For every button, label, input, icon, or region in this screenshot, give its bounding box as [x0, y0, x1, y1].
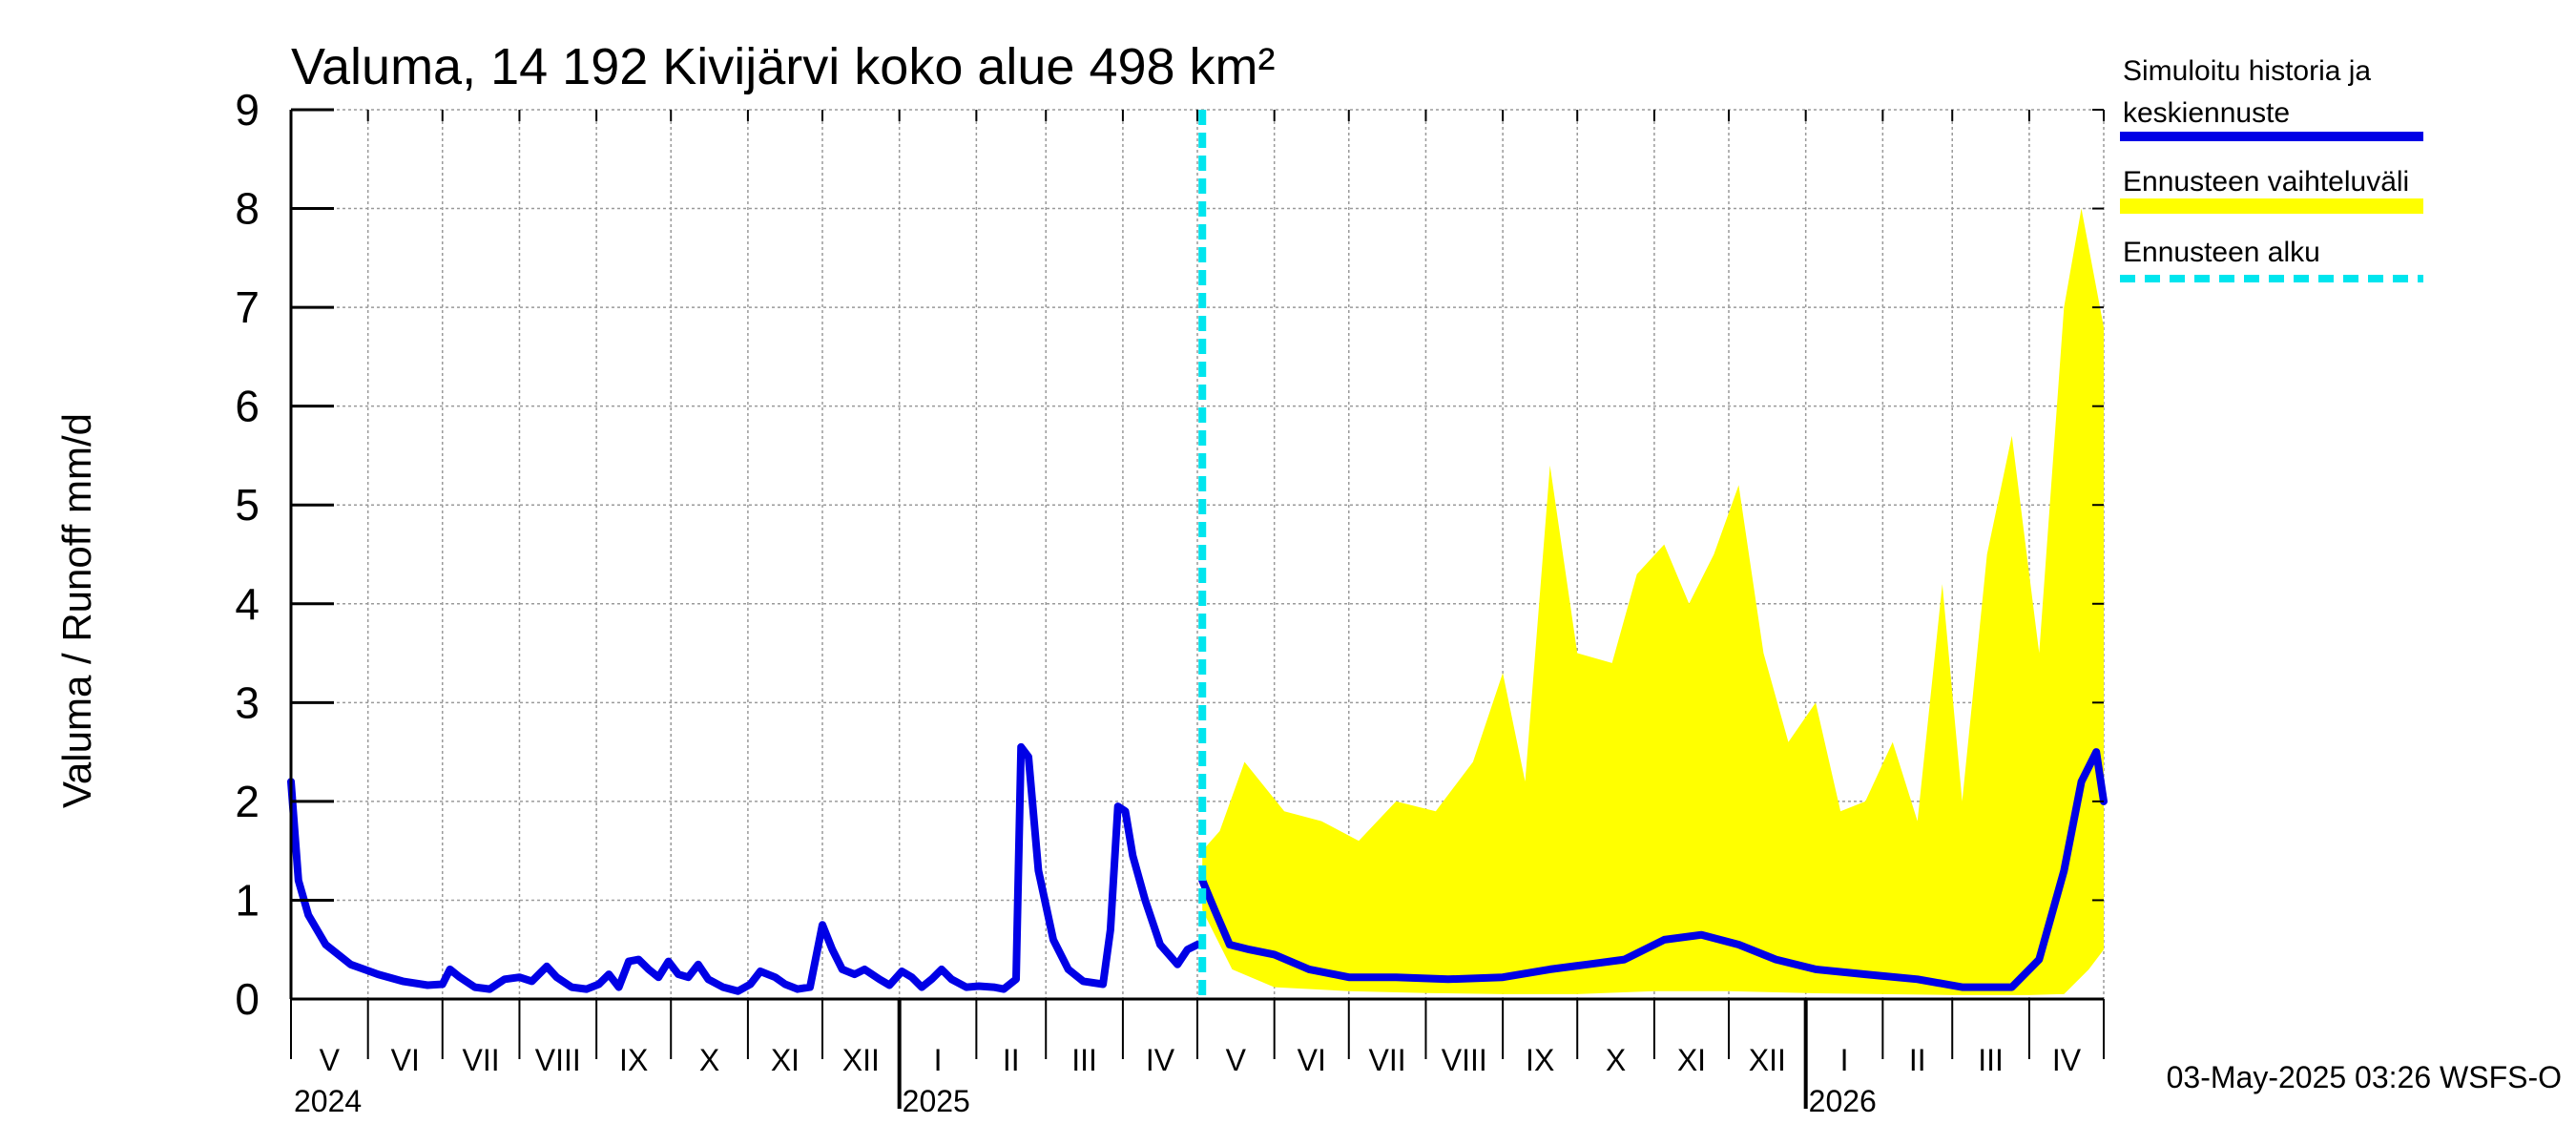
runoff-lines [287, 742, 2108, 995]
month-label: I [1840, 1043, 1849, 1077]
year-label: 2026 [1809, 1084, 1877, 1118]
y-tick-label: 7 [235, 282, 260, 332]
month-label: I [934, 1043, 943, 1077]
axes: V VI VII VIII IX X XI XII I II III IV V VI VII VIII IX X X… [235, 85, 2105, 1118]
mean-forecast-line [1198, 748, 2108, 991]
history-series-line [287, 742, 1201, 995]
month-label: XI [1677, 1043, 1706, 1077]
month-label: XII [1749, 1043, 1786, 1077]
y-tick-label: 8 [235, 184, 260, 234]
forecast-range-area [1202, 208, 2104, 995]
y-tick-label: 6 [235, 382, 260, 431]
month-label: X [1606, 1043, 1626, 1077]
month-label: XI [771, 1043, 800, 1077]
month-label: II [1909, 1043, 1926, 1077]
month-label: VII [463, 1043, 500, 1077]
month-label: IX [619, 1043, 648, 1077]
legend-history-label-1: Simuloitu historia ja [2123, 55, 2371, 87]
legend-range-label: Ennusteen vaihteluväli [2123, 166, 2409, 198]
month-label: IV [2052, 1043, 2082, 1077]
month-label: VI [1298, 1043, 1326, 1077]
year-label: 2024 [294, 1084, 362, 1118]
month-label: II [1003, 1043, 1020, 1077]
month-label: III [1071, 1043, 1097, 1077]
y-tick-label: 3 [235, 677, 260, 727]
chart-title: Valuma, 14 192 Kivijärvi koko alue 498 k… [291, 38, 1276, 95]
month-label: III [1978, 1043, 2004, 1077]
month-label: VIII [535, 1043, 581, 1077]
month-label: V [1226, 1043, 1247, 1077]
month-label: VI [391, 1043, 420, 1077]
month-label: IX [1526, 1043, 1554, 1077]
footer-timestamp: 03-May-2025 03:26 WSFS-O [2167, 1060, 2562, 1094]
y-tick-label: 9 [235, 85, 260, 135]
y-tick-label: 4 [235, 579, 260, 629]
legend-history-label-2: keskiennuste [2123, 97, 2290, 129]
legend: Simuloitu historia ja keskiennuste Ennus… [2120, 55, 2423, 282]
month-label: X [699, 1043, 719, 1077]
legend-forecast-start-label: Ennusteen alku [2123, 237, 2320, 268]
month-label: XII [842, 1043, 880, 1077]
y-tick-label: 5 [235, 480, 260, 530]
month-label: VIII [1442, 1043, 1487, 1077]
month-label: V [320, 1043, 341, 1077]
y-tick-label: 0 [235, 974, 260, 1024]
y-tick-label: 1 [235, 875, 260, 925]
month-label: IV [1146, 1043, 1175, 1077]
y-tick-label: 2 [235, 777, 260, 826]
y-axis-label: Valuma / Runoff mm/d [54, 413, 99, 808]
year-label: 2025 [903, 1084, 970, 1118]
forecast-range-band [1202, 208, 2104, 995]
month-label: VII [1369, 1043, 1406, 1077]
